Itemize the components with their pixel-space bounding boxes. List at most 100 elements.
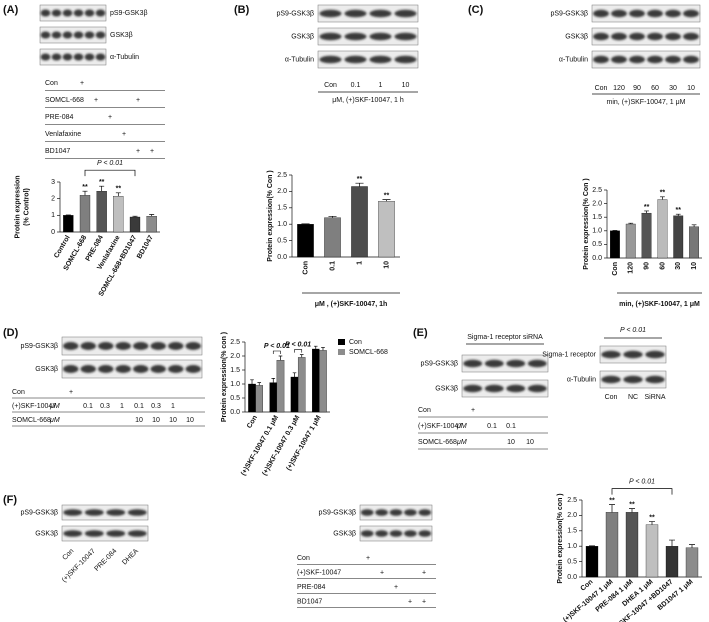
x-axis-label: μM , (+)SKF-10047, 1h [315, 301, 388, 308]
blot-band [115, 365, 131, 373]
error-bar [271, 378, 276, 383]
treatment-cell: 0.3 [100, 403, 110, 410]
blot-band [344, 9, 367, 18]
blot-band [665, 32, 681, 41]
y-axis-label: Protein expression(% Con ) [583, 178, 590, 269]
blot-band [375, 530, 388, 537]
y-tick-label: 1.5 [592, 214, 602, 221]
blot-row-label: α-Tubulin [285, 56, 314, 63]
blot-band [601, 375, 621, 384]
y-tick-label: 1.0 [277, 221, 287, 228]
error-bar [321, 347, 325, 351]
blot-band [611, 32, 627, 41]
blot-band [665, 55, 681, 64]
blot-band [527, 384, 547, 393]
blot-strip [61, 359, 203, 379]
y-tick-label: 0.0 [230, 409, 240, 416]
lane-label: Con [324, 82, 337, 89]
y-axis-label: Protein expression(% con ) [557, 493, 564, 583]
blot-strip [317, 50, 419, 69]
legend-label: Con [349, 339, 362, 346]
legend-swatch [338, 339, 345, 345]
comparison-bracket [272, 350, 281, 354]
blot-band [73, 9, 84, 17]
x-tick-label: 30 [675, 262, 682, 270]
treatment-name: Con [12, 389, 25, 396]
x-tick-label: 10 [383, 261, 390, 269]
y-tick-label: 1.0 [567, 543, 577, 550]
blot-strip [591, 4, 701, 23]
error-bar [328, 215, 337, 218]
blot-band [647, 32, 663, 41]
blot-band [319, 9, 342, 18]
x-tick-label: Con [580, 579, 595, 593]
comparison-bracket [611, 488, 673, 495]
bar [351, 186, 368, 258]
lane-caption: μM, (+)SKF-10047, 1 h [332, 97, 404, 104]
y-tick-label: 2.0 [277, 188, 287, 195]
blot-band [629, 9, 645, 18]
treatment-cell: 10 [526, 439, 534, 446]
lane-label: 90 [633, 85, 641, 92]
treatment-cell: 0.3 [151, 403, 161, 410]
blot-strip [461, 379, 549, 398]
treatment-unit: μM [49, 417, 60, 424]
significance: ** [82, 184, 88, 191]
y-tick-label: 0.0 [277, 254, 287, 261]
error-bar [250, 379, 254, 384]
blot-band [611, 9, 627, 18]
x-tick-label: 60 [659, 262, 666, 270]
blot-strip [39, 4, 107, 22]
blot-band [463, 359, 483, 368]
treatment-cell: 10 [169, 417, 177, 424]
blot-band [150, 365, 166, 373]
comparison-label: P < 0.01 [629, 478, 655, 485]
treatment-cell: + [108, 114, 112, 121]
lane-label: PRE-084 [93, 548, 118, 573]
x-axis-label: min, (+)SKF-10047, 1 μM [619, 301, 700, 308]
panel-label: (E) [413, 327, 428, 339]
blot-band [593, 9, 609, 18]
blot-strip [61, 336, 203, 356]
blot-row-label: pS9-GSK3β [277, 10, 315, 17]
treatment-cell: 0.1 [134, 403, 144, 410]
y-tick-label: 3 [51, 179, 55, 186]
blot-strip [39, 26, 107, 44]
significance: ** [99, 179, 105, 186]
bar [290, 376, 299, 413]
y-tick-label: 2.5 [277, 172, 287, 179]
treatment-cell: + [380, 569, 384, 576]
blot-strip [591, 27, 701, 46]
bar [625, 223, 636, 259]
blot-band [133, 342, 149, 350]
treatment-name: BD1047 [297, 598, 322, 605]
y-tick-label: 0.5 [592, 241, 602, 248]
blot-title: P < 0.01 [620, 327, 646, 334]
blot-row-label: pS9-GSK3β [319, 509, 357, 516]
blot-band [593, 55, 609, 64]
blot-band [185, 342, 201, 350]
blot-row-label: Sigma-1 receptor [542, 351, 596, 358]
blot-band [84, 53, 95, 61]
blot-band [127, 530, 147, 537]
blot-row-label: GSK3β [435, 385, 458, 392]
x-tick-label: 120 [628, 262, 635, 274]
bar [255, 385, 263, 413]
treatment-name: Venlafaxine [45, 131, 81, 138]
y-tick-label: 0.5 [230, 395, 240, 402]
bar [673, 215, 684, 259]
panel-label: (B) [234, 4, 250, 16]
panel-label: (A) [3, 4, 19, 16]
blot-band [95, 53, 106, 61]
bar [96, 191, 107, 233]
y-tick-label: 1 [51, 212, 55, 219]
blot-band [80, 342, 96, 350]
blot-band [484, 384, 504, 393]
significance: ** [116, 186, 122, 193]
treatment-name: Con [45, 80, 58, 87]
y-axis-label: Protein expression [14, 175, 21, 238]
error-bar [292, 372, 297, 377]
treatment-name: PRE-084 [45, 114, 74, 121]
y-tick-label: 2.5 [567, 497, 577, 504]
y-tick-label: 0.5 [567, 558, 577, 565]
